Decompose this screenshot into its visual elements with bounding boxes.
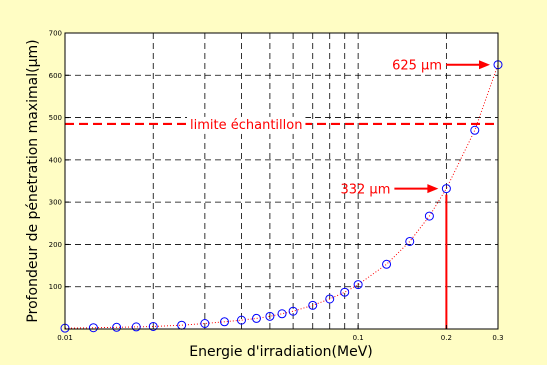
label-332: 332 µm — [340, 183, 390, 198]
arrow-layer: 625 µm 332 µm — [340, 59, 490, 198]
data-point — [236, 315, 246, 325]
data-point — [340, 287, 350, 297]
y-tick-label: 600 — [49, 72, 62, 80]
y-tick-label: 200 — [49, 241, 62, 249]
y-tick-label: 400 — [49, 156, 62, 164]
data-point — [251, 313, 261, 323]
x-tick-label: 0.1 — [353, 334, 364, 342]
data-point — [405, 236, 415, 246]
data-point — [325, 294, 335, 304]
data-point — [277, 309, 287, 319]
data-point — [441, 184, 451, 194]
data-point — [88, 323, 98, 333]
arrow-332-head — [427, 184, 439, 194]
data-point — [424, 211, 434, 221]
x-tick-label: 0.01 — [57, 334, 73, 342]
data-point — [353, 280, 363, 290]
x-tick-label: 0.3 — [492, 334, 503, 342]
limit-layer: limite échantillon — [65, 116, 498, 134]
data-point — [219, 317, 229, 327]
y-axis-label: Profondeur de pénetration maximal(µm) — [25, 39, 41, 322]
y-tick-label: 500 — [49, 114, 62, 122]
limit-label-background — [187, 116, 306, 134]
ticks: 100 200 300 400 500 600 700 0.01 0.1 0.2 0.3 — [49, 30, 504, 343]
y-tick-label: 700 — [49, 30, 62, 38]
points-layer — [60, 60, 503, 333]
data-point — [288, 306, 298, 316]
label-625: 625 µm — [392, 59, 442, 74]
data-point — [112, 322, 122, 332]
grid — [65, 33, 498, 329]
y-tick-label: 300 — [49, 199, 62, 207]
x-tick-label: 0.2 — [441, 334, 452, 342]
data-point — [308, 300, 318, 310]
limit-label: limite échantillon — [190, 118, 302, 133]
data-point — [148, 321, 158, 331]
data-point — [265, 311, 275, 321]
arrow-625-head — [479, 60, 490, 70]
plot-background — [65, 33, 498, 329]
plot-frame — [64, 32, 499, 330]
x-axis-label: Energie d'irradiation(MeV) — [189, 344, 373, 360]
data-point — [200, 319, 210, 329]
data-point — [470, 125, 480, 135]
data-point — [131, 322, 141, 332]
y-tick-label: 100 — [49, 283, 62, 291]
data-point — [382, 259, 392, 269]
